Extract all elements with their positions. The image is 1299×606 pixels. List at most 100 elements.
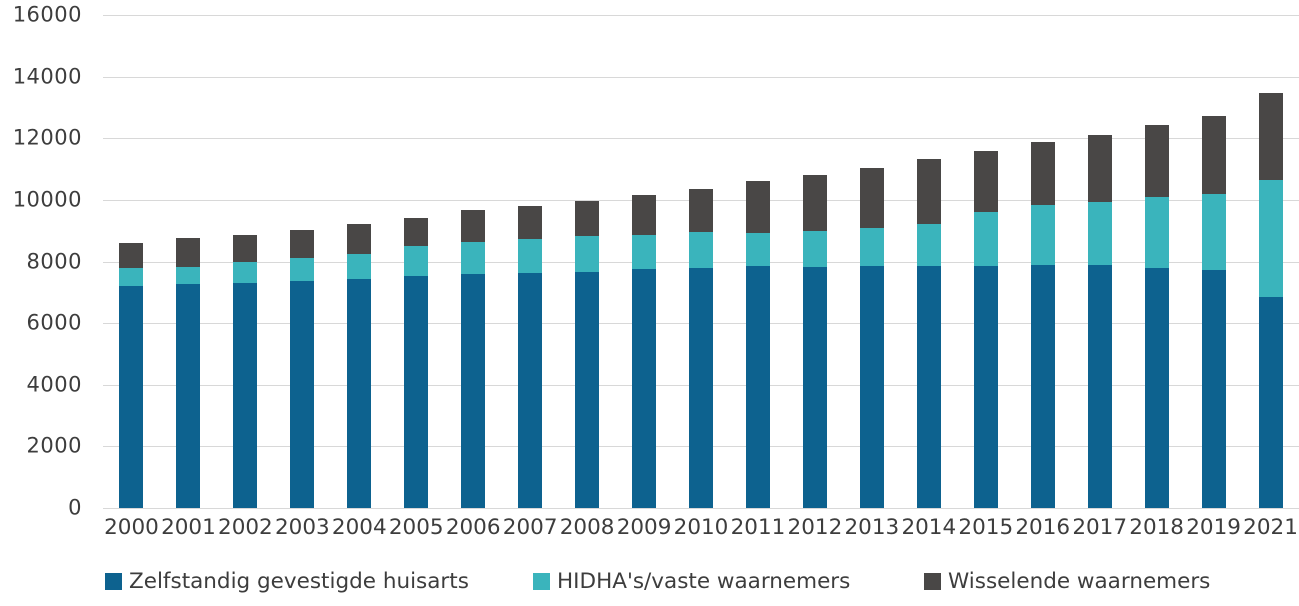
x-axis: 2000 2001 2002 2003 2004 2005 2006 2007 2008 2009… [103,515,1299,540]
bar-segment [1144,267,1169,508]
bar-segment [1258,297,1283,508]
bar-segment [1144,196,1169,268]
bar-stack [461,210,486,508]
bar-segment [1201,115,1226,194]
bar-stack [745,180,770,508]
bar-segment [461,242,486,274]
legend-item: Zelfstandig gevestigde huisarts [105,569,469,594]
bar-column-2013 [843,15,900,508]
bar-segment [973,150,998,213]
x-tick-label: 2001 [161,515,216,540]
bar-column-2000 [103,15,160,508]
bar-segment [1030,204,1055,265]
bar-segment [233,234,258,263]
bar-segment [1030,264,1055,508]
x-tick-label: 2006 [445,515,501,540]
bar-stack [916,159,941,508]
bar-column-2007 [502,15,559,508]
bar-segment [802,174,827,232]
gridline [103,76,1299,78]
bar-column-2005 [388,15,445,508]
bar-column-2004 [331,15,388,508]
bar-segment [518,206,543,240]
bar-stack [1087,134,1112,508]
bar-segment [689,188,713,233]
bar-column-2018 [1128,15,1185,508]
bar-stack [347,223,372,508]
bar-column-2010 [673,15,730,508]
bar-stack [1258,92,1283,508]
legend-swatch-icon [924,573,941,590]
bar-segment [461,210,486,243]
bar-stack [973,150,998,508]
bar-segment [1087,201,1112,265]
bar-segment [689,232,713,268]
bar-segment [176,266,201,285]
bar-segment [461,273,486,508]
bar-stack [290,229,315,508]
bar-segment [859,266,884,508]
bar-segment [632,234,657,270]
x-tick-label: 2017 [1072,515,1128,540]
bar-segment [404,218,429,247]
legend-label: Zelfstandig gevestigde huisarts [129,569,469,594]
bar-segment [745,180,770,234]
x-tick-label: 2016 [1015,515,1071,540]
x-tick-label: 2008 [559,515,615,540]
gridline [103,138,1299,140]
legend-label: HIDHA's/vaste waarnemers [557,569,851,594]
bar-segment [518,239,543,274]
x-tick-label: 2010 [673,515,729,540]
bar-stack [689,188,713,508]
bar-stack [1144,124,1169,508]
legend-swatch-icon [533,573,550,590]
bar-segment [347,279,372,508]
bar-column-2003 [274,15,331,508]
bar-segment [575,200,600,236]
x-tick-label: 2018 [1129,515,1184,540]
bar-segment [404,246,429,277]
y-tick-label: 2000 [26,433,82,458]
bars-container [103,15,1299,508]
bar-segment [745,266,770,508]
bar-segment [1258,179,1283,298]
x-tick-label: 2015 [958,515,1014,540]
x-tick-label: 2021 [1243,515,1298,540]
bar-stack [119,243,144,508]
bar-stack [404,218,429,508]
plot-area [103,15,1299,509]
x-tick-label: 2005 [388,515,444,540]
legend-label: Wisselende waarnemers [948,569,1211,594]
x-tick-label: 2012 [787,515,843,540]
bar-segment [290,229,315,259]
bar-segment [233,282,258,508]
bar-segment [176,238,201,267]
bar-segment [119,268,144,286]
bar-segment [973,265,998,508]
bar-segment [575,271,600,508]
x-tick-label: 2007 [502,515,558,540]
bar-stack [233,234,258,508]
bar-segment [859,167,884,229]
x-tick-label: 2019 [1186,515,1241,540]
bar-segment [916,265,941,508]
bar-segment [575,235,600,272]
bar-segment [973,212,998,266]
bar-column-2002 [217,15,274,508]
bar-column-2008 [559,15,616,508]
bar-column-2011 [729,15,786,508]
gridline [103,508,1299,509]
bar-segment [632,269,657,508]
x-tick-label: 2013 [844,515,900,540]
bar-segment [290,280,315,508]
bar-segment [1201,193,1226,270]
bar-stack [632,194,657,508]
x-tick-label: 2003 [274,515,330,540]
y-tick-label: 16000 [12,2,82,27]
y-tick-label: 6000 [26,310,82,335]
y-tick-label: 10000 [12,187,82,212]
legend-swatch-icon [105,573,122,590]
y-tick-label: 0 [68,495,82,520]
x-tick-label: 2002 [218,515,273,540]
